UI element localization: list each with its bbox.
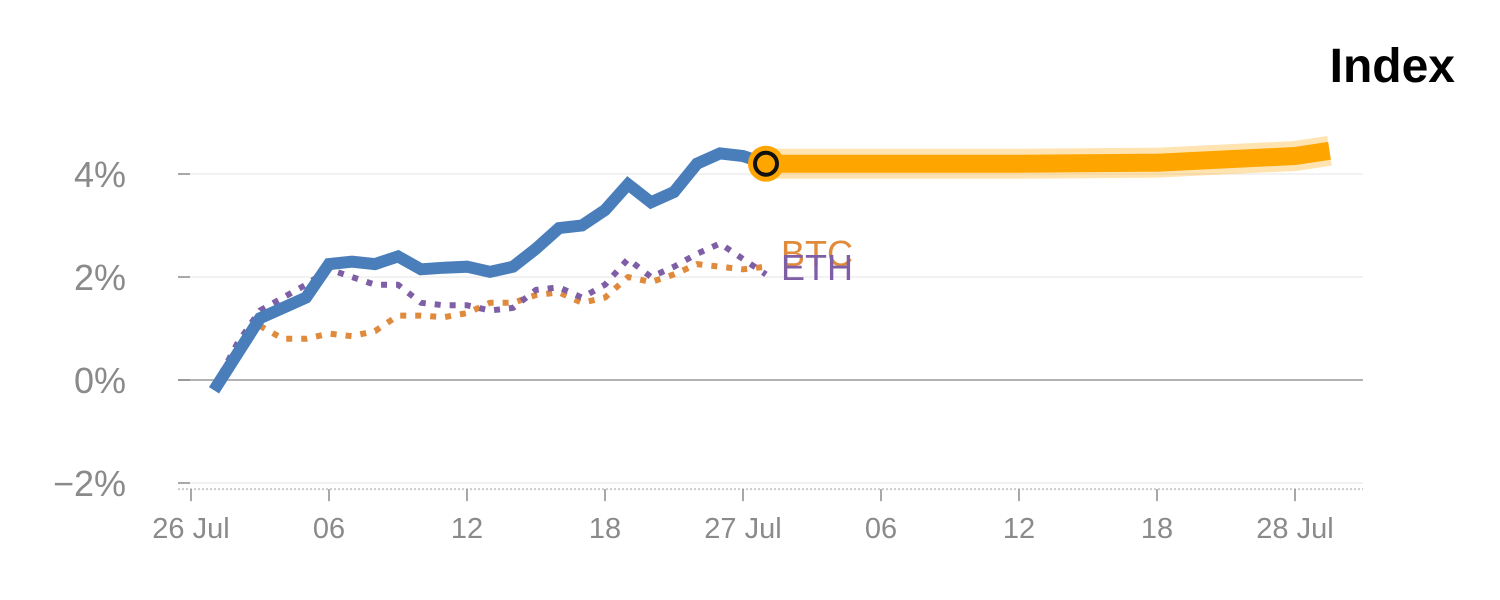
x-tick-label: 12 (451, 513, 483, 545)
series-line-btc (211, 261, 767, 387)
series-line-index (208, 147, 768, 394)
y-tick-label: 0% (74, 360, 126, 401)
series-line-eth (211, 240, 768, 390)
series-label-btc: BTC (781, 233, 853, 274)
x-tick-label: 26 Jul (152, 513, 229, 545)
y-tick-label: −2% (53, 463, 126, 504)
x-tick-label: 06 (313, 513, 345, 545)
x-tick-label: 28 Jul (1256, 513, 1333, 545)
series-label-eth: ETH (781, 247, 853, 288)
x-tick-label: 18 (1141, 513, 1173, 545)
y-tick-label: 2% (74, 257, 126, 298)
y-tick-label: 4% (74, 154, 126, 195)
x-tick-label: 06 (865, 513, 897, 545)
x-tick-label: 27 Jul (704, 513, 781, 545)
label-layer: −2% 0% 2% 4% 26 Jul 06 12 18 27 Jul 06 12 18 28 Jul B… (53, 154, 1334, 545)
forecast-band (766, 141, 1331, 173)
x-tick-label: 12 (1003, 513, 1035, 545)
series-layer (208, 135, 1332, 394)
current-point-marker (753, 150, 779, 177)
x-tick-label: 18 (589, 513, 621, 545)
grid-layer (178, 173, 1363, 502)
marker-layer (748, 145, 784, 182)
chart-title: Index (1330, 40, 1456, 93)
